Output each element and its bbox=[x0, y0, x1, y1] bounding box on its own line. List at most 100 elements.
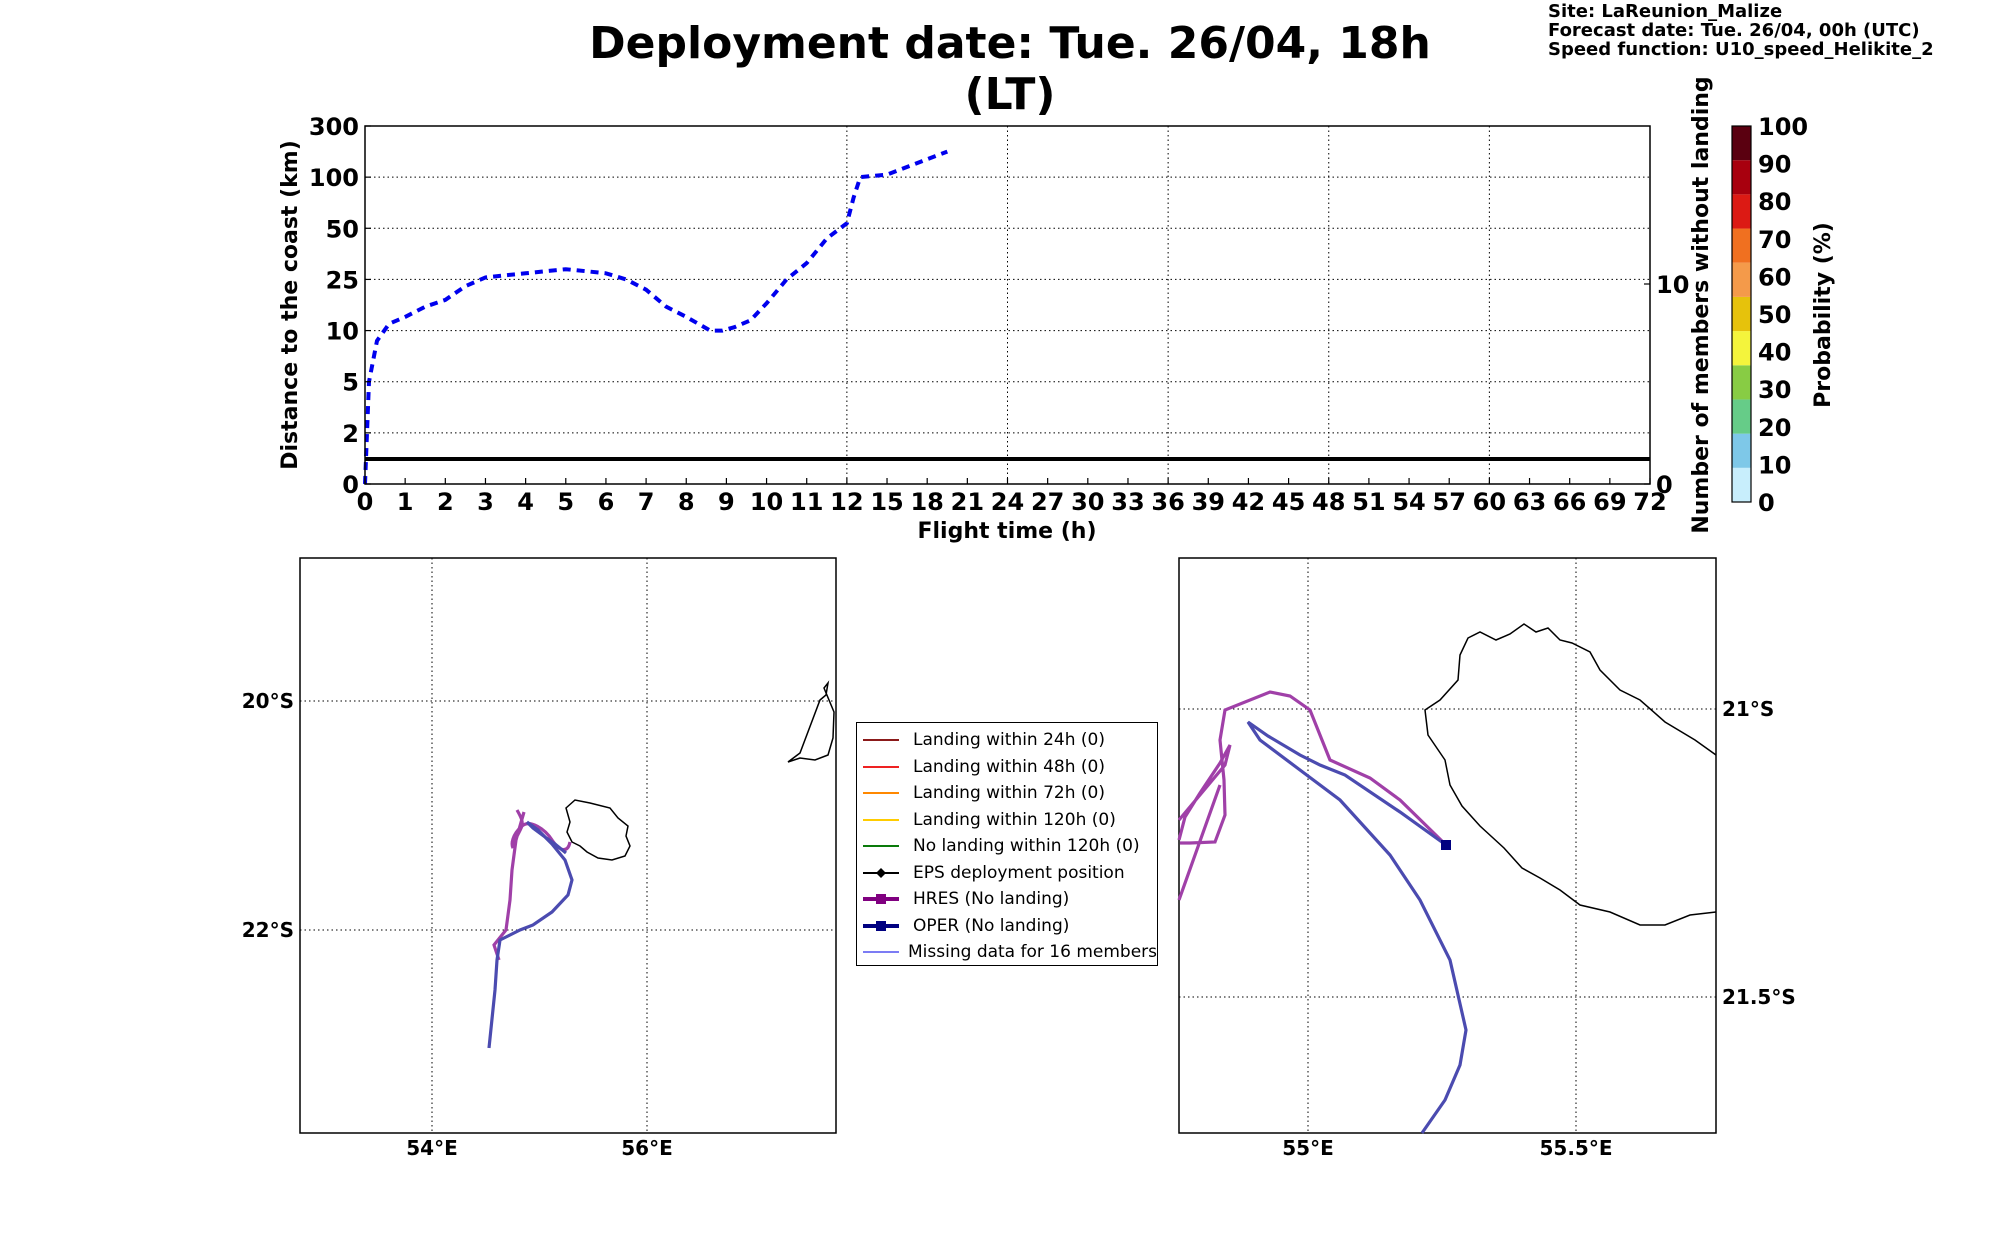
legend-item: EPS deployment position bbox=[857, 860, 1157, 887]
x-tick-label: 5 bbox=[557, 488, 574, 516]
colorbar-tick-labels: 0 10 20 30 40 50 60 70 80 90 100 bbox=[1758, 113, 1808, 517]
y-tick-label: 5 bbox=[342, 369, 359, 397]
x-tick-label: 18 bbox=[910, 488, 943, 516]
legend-item: Landing within 48h (0) bbox=[857, 754, 1157, 781]
colorbar-tick-label: 20 bbox=[1758, 414, 1791, 442]
distance-series-line bbox=[363, 149, 949, 485]
x-tick-label: 42 bbox=[1232, 488, 1265, 516]
y-axis-label: Distance to the coast (km) bbox=[278, 140, 303, 470]
legend-item: HRES (No landing) bbox=[857, 886, 1157, 913]
colorbar-cell bbox=[1732, 433, 1751, 468]
zoomed-map: 55°E 55.5°E 21°S 21.5°S bbox=[1177, 557, 1796, 1160]
map-left-ytick-22s: 22°S bbox=[242, 918, 294, 942]
colorbar-cell bbox=[1732, 194, 1751, 229]
legend-label: Landing within 48h (0) bbox=[913, 756, 1106, 777]
colorbar-cell bbox=[1732, 296, 1751, 332]
colorbar-cell bbox=[1732, 160, 1751, 195]
x-tick-label: 11 bbox=[790, 488, 823, 516]
legend-swatch bbox=[861, 807, 901, 833]
legend-item: Landing within 24h (0) bbox=[857, 727, 1157, 754]
x-tick-label: 10 bbox=[750, 488, 783, 516]
legend-swatch bbox=[861, 780, 901, 806]
regional-map: 54°E 56°E 20°S 22°S bbox=[242, 557, 837, 1160]
map-left-ytick-20s: 20°S bbox=[242, 689, 294, 713]
colorbar-tick-label: 90 bbox=[1758, 151, 1791, 179]
x-tick-label: 57 bbox=[1433, 488, 1466, 516]
hres-track-zoomed bbox=[1177, 690, 1448, 901]
oper-track-regional bbox=[487, 820, 574, 1049]
legend-item: No landing within 120h (0) bbox=[857, 833, 1157, 860]
x-tick-label: 51 bbox=[1352, 488, 1385, 516]
map-left-xtick-56e: 56°E bbox=[621, 1136, 673, 1160]
x-tick-label: 36 bbox=[1151, 488, 1184, 516]
x-tick-label: 3 bbox=[477, 488, 494, 516]
legend-item: Missing data for 16 members bbox=[857, 939, 1157, 966]
x-tick-label: 45 bbox=[1272, 488, 1305, 516]
colorbar-tick-label: 60 bbox=[1758, 263, 1791, 291]
site-label: Site: LaReunion_Malize bbox=[1548, 1, 1783, 22]
legend-label: No landing within 120h (0) bbox=[913, 836, 1140, 857]
map-right-ytick-21-5s: 21.5°S bbox=[1722, 985, 1796, 1009]
y-tick-label: 0 bbox=[342, 471, 359, 499]
metadata-block: Site: LaReunion_Malize Forecast date: Tu… bbox=[1548, 2, 1934, 59]
x-tick-label: 72 bbox=[1633, 488, 1666, 516]
y-tick-label: 50 bbox=[326, 215, 359, 243]
y2-tick-label: 10 bbox=[1656, 271, 1689, 299]
y2-tick-labels: 0 10 bbox=[1644, 271, 1689, 499]
x-tick-label: 69 bbox=[1593, 488, 1626, 516]
colorbar-tick-label: 50 bbox=[1758, 301, 1791, 329]
map-legend: Landing within 24h (0) Landing within 48h… bbox=[856, 722, 1158, 966]
x-tick-label: 27 bbox=[1031, 488, 1064, 516]
legend-label: Landing within 120h (0) bbox=[913, 809, 1116, 830]
speed-function-label: Speed function: U10_speed_Helikite_2 bbox=[1548, 39, 1934, 60]
legend-label: EPS deployment position bbox=[913, 862, 1125, 883]
x-tick-label: 48 bbox=[1312, 488, 1345, 516]
legend-swatch bbox=[861, 833, 901, 859]
x-tick-label: 4 bbox=[517, 488, 534, 516]
page-title: Deployment date: Tue. 26/04, 18h (LT) bbox=[589, 18, 1431, 120]
reunion-island-outline-zoomed bbox=[1424, 623, 1717, 926]
legend-swatch bbox=[861, 913, 901, 939]
colorbar-cell bbox=[1732, 331, 1751, 366]
legend-swatch bbox=[861, 754, 901, 780]
x-tick-label: 30 bbox=[1071, 488, 1104, 516]
map-right-xtick-55-5e: 55.5°E bbox=[1539, 1136, 1612, 1160]
x-tick-label: 8 bbox=[678, 488, 695, 516]
x-tick-label: 66 bbox=[1553, 488, 1586, 516]
colorbar-cell bbox=[1732, 399, 1751, 434]
y-tick-label: 25 bbox=[326, 266, 359, 294]
y2-axis-label: Number of members without landing bbox=[1689, 76, 1714, 533]
x-axis-label: Flight time (h) bbox=[917, 519, 1096, 544]
y-tick-label: 2 bbox=[342, 420, 359, 448]
colorbar-tick-label: 0 bbox=[1758, 489, 1775, 517]
legend-label: Landing within 72h (0) bbox=[913, 783, 1106, 804]
colorbar-tick-label: 40 bbox=[1758, 339, 1791, 367]
x-tick-label: 63 bbox=[1513, 488, 1546, 516]
y-tick-label: 10 bbox=[326, 318, 359, 346]
colorbar-tick-label: 70 bbox=[1758, 226, 1791, 254]
x-tick-label: 7 bbox=[638, 488, 655, 516]
x-tick-label: 24 bbox=[991, 488, 1024, 516]
x-tick-label: 6 bbox=[598, 488, 615, 516]
x-tick-label: 54 bbox=[1392, 488, 1425, 516]
legend-item: OPER (No landing) bbox=[857, 913, 1157, 940]
map-left-xtick-54e: 54°E bbox=[406, 1136, 458, 1160]
legend-swatch bbox=[861, 860, 901, 886]
x-tick-label: 9 bbox=[718, 488, 735, 516]
colorbar-cell bbox=[1732, 467, 1751, 502]
distance-chart: 0 1 2 3 4 5 6 7 8 9 10 11 12 15 18 21 24 27 30 33 36 39 42 45 48… bbox=[278, 76, 1714, 544]
chart-series bbox=[363, 149, 1650, 485]
mauritius-island-outline bbox=[787, 680, 835, 763]
colorbar-tick-label: 100 bbox=[1758, 113, 1808, 141]
x-tick-label: 39 bbox=[1192, 488, 1225, 516]
x-tick-label: 60 bbox=[1473, 488, 1506, 516]
legend-swatch bbox=[861, 727, 901, 753]
x-tick-label: 15 bbox=[870, 488, 903, 516]
x-tick-labels: 0 1 2 3 4 5 6 7 8 9 10 11 12 15 18 21 24 27 30 33 36 39 42 45 48… bbox=[357, 478, 1667, 516]
y-tick-label: 100 bbox=[309, 164, 359, 192]
map-right-xtick-55e: 55°E bbox=[1282, 1136, 1334, 1160]
legend-item: Landing within 72h (0) bbox=[857, 780, 1157, 807]
legend-label: Missing data for 16 members bbox=[908, 942, 1157, 963]
